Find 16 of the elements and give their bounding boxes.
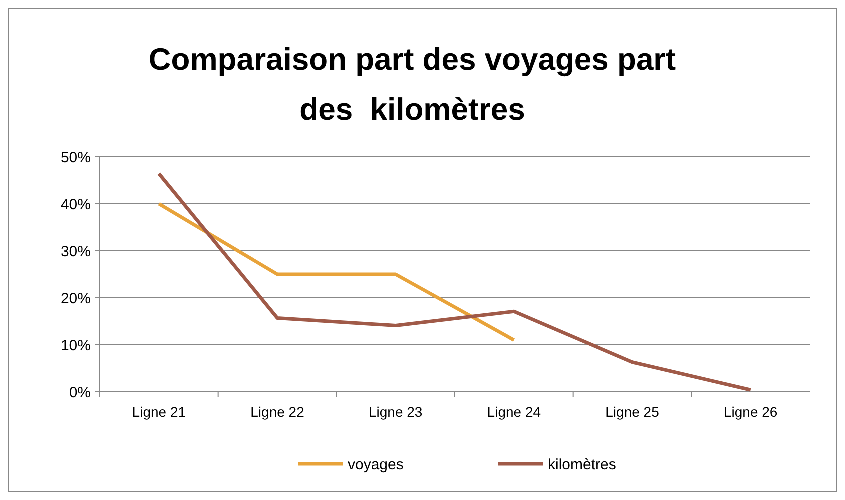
x-tick-label: Ligne 23	[368, 404, 423, 420]
x-tick-label: Ligne 26	[724, 404, 778, 420]
y-tick-label: 20%	[60, 290, 91, 308]
y-tick-label: 0%	[69, 384, 91, 402]
legend-label: voyages	[348, 456, 404, 474]
y-tick-label: 10%	[60, 337, 91, 354]
y-tick-label: 40%	[60, 196, 91, 214]
chart-title: Comparaison part des voyages part des kilomètres	[148, 42, 676, 127]
x-tick-label: Ligne 22	[250, 404, 305, 420]
x-tick-label: Ligne 24	[487, 404, 542, 420]
x-tick-label: Ligne 25	[606, 404, 660, 420]
y-tick-label: 50%	[60, 149, 91, 166]
y-tick-label: 30%	[60, 243, 91, 260]
legend-label: kilomètres	[548, 456, 616, 474]
line-series	[157, 172, 753, 392]
x-tick-label: Ligne 21	[132, 404, 186, 420]
